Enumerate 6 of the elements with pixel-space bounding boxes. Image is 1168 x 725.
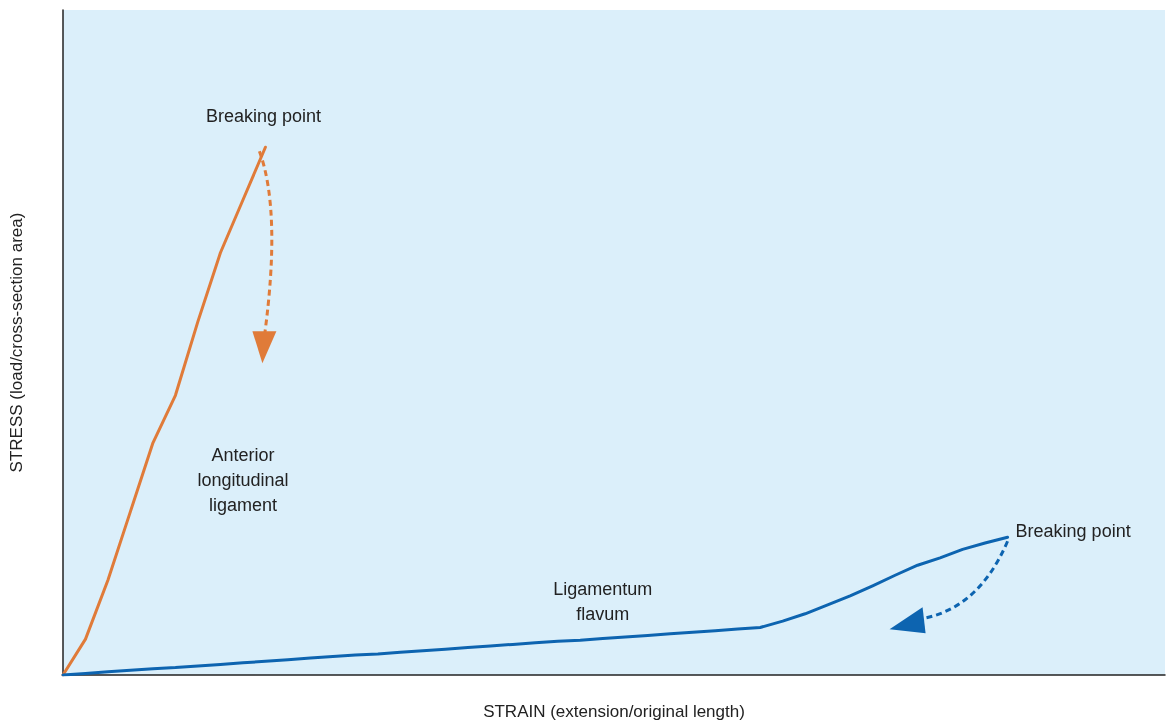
series-label: Ligamentum flavum <box>553 578 653 624</box>
text: Breaking point <box>205 106 321 127</box>
x-axis-title: STRAIN (extension/original length) <box>483 702 745 721</box>
annotation: Breaking point <box>1015 521 1131 542</box>
y-axis-title: STRESS (load/cross-section area) <box>7 212 26 473</box>
text: Anterior longitudinal ligament <box>197 444 289 515</box>
